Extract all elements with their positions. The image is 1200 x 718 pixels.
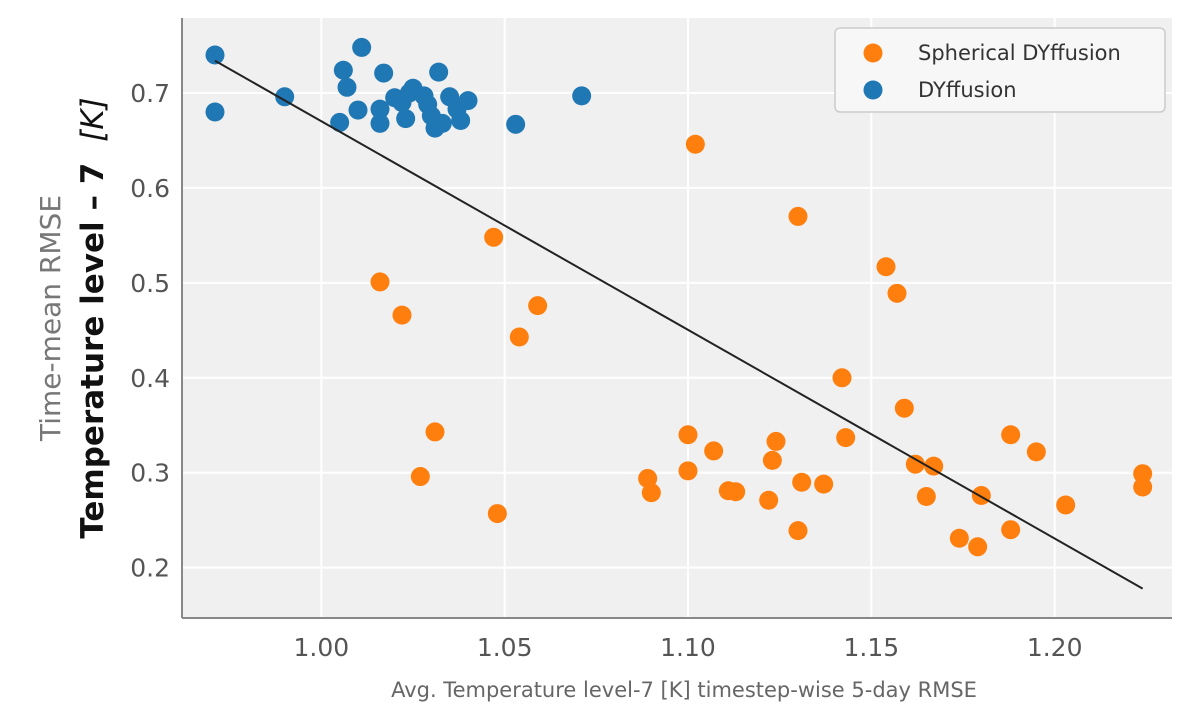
series-dyffusion xyxy=(205,37,592,138)
data-point xyxy=(887,283,907,303)
data-point xyxy=(641,483,661,503)
x-tick-label: 1.05 xyxy=(477,633,533,662)
data-point xyxy=(458,91,478,111)
data-point xyxy=(836,428,856,448)
data-point xyxy=(1026,442,1046,462)
data-point xyxy=(968,537,988,557)
y-tick-label: 0.7 xyxy=(130,79,170,108)
data-point xyxy=(905,454,925,474)
legend-marker xyxy=(863,80,883,100)
data-point xyxy=(894,398,914,418)
tick-labels: 1.00 1.05 1.10 1.15 1.20 0.2 0.3 0.4 0.5 0.6 0.7 xyxy=(130,79,1082,662)
data-point xyxy=(832,368,852,388)
data-point xyxy=(396,109,416,129)
y-axis-label-line1: Time-mean RMSE xyxy=(34,195,67,442)
data-point xyxy=(330,112,350,132)
data-point xyxy=(484,227,504,247)
data-point xyxy=(762,450,782,470)
y-axis-label-unit: [K] xyxy=(75,97,111,142)
legend-label: DYffusion xyxy=(918,78,1017,102)
data-point xyxy=(924,456,944,476)
y-tick-label: 0.6 xyxy=(130,174,170,203)
data-point xyxy=(451,111,471,131)
data-point xyxy=(410,467,430,487)
data-point xyxy=(678,425,698,445)
y-tick-label: 0.3 xyxy=(130,459,170,488)
data-point xyxy=(726,482,746,502)
data-point xyxy=(814,474,834,494)
data-point xyxy=(370,272,390,292)
data-point xyxy=(425,422,445,442)
data-point xyxy=(205,45,225,65)
data-point xyxy=(678,461,698,481)
x-tick-label: 1.15 xyxy=(843,633,899,662)
data-point xyxy=(1056,495,1076,515)
y-tick-label: 0.2 xyxy=(130,554,170,583)
x-tick-label: 1.10 xyxy=(660,633,716,662)
data-point xyxy=(916,486,936,506)
legend-marker xyxy=(863,43,883,63)
data-point xyxy=(788,206,808,226)
data-point xyxy=(432,113,452,133)
y-axis-label: Time-mean RMSE Temperature level – 7 [K] xyxy=(34,97,111,538)
fit-line-group xyxy=(214,59,1144,590)
data-point xyxy=(392,305,412,325)
data-point xyxy=(1133,477,1153,497)
legend: Spherical DYffusion DYffusion xyxy=(834,27,1166,113)
data-point xyxy=(205,102,225,122)
y-tick-label: 0.4 xyxy=(130,364,170,393)
data-point xyxy=(572,86,592,106)
data-point xyxy=(766,431,786,451)
data-point xyxy=(487,504,507,524)
data-point xyxy=(638,468,658,488)
data-point xyxy=(333,60,353,80)
data-point xyxy=(370,113,390,133)
data-point xyxy=(528,296,548,316)
data-point xyxy=(1001,520,1021,540)
axes xyxy=(181,18,1172,619)
data-point xyxy=(1001,425,1021,445)
x-tick-label: 1.20 xyxy=(1027,633,1083,662)
data-point xyxy=(949,528,969,548)
x-axis-label: Avg. Temperature level-7 [K] timestep-wi… xyxy=(391,678,977,702)
data-point xyxy=(370,99,390,119)
data-point xyxy=(704,441,724,461)
data-point xyxy=(506,114,526,134)
legend-label: Spherical DYffusion xyxy=(918,41,1121,65)
y-axis-label-line2: Temperature level – 7 [K] xyxy=(75,97,111,538)
legend-box xyxy=(834,27,1166,113)
data-point xyxy=(337,77,357,97)
series-spherical-dyffusion xyxy=(370,134,1153,557)
data-point xyxy=(759,490,779,510)
data-point xyxy=(348,100,368,120)
data-point xyxy=(429,62,449,82)
x-tick-label: 1.00 xyxy=(293,633,349,662)
data-point xyxy=(374,63,394,83)
data-point xyxy=(352,37,372,57)
data-point xyxy=(876,257,896,277)
y-axis-label-variable: Temperature level – 7 xyxy=(75,163,111,539)
y-tick-label: 0.5 xyxy=(130,269,170,298)
data-point xyxy=(1133,464,1153,484)
data-point xyxy=(685,134,705,154)
data-point xyxy=(275,87,295,107)
data-point xyxy=(788,521,808,541)
fit-line xyxy=(214,59,1144,590)
data-point xyxy=(971,486,991,506)
data-point xyxy=(792,472,812,492)
data-points xyxy=(205,37,1153,557)
data-point xyxy=(509,327,529,347)
